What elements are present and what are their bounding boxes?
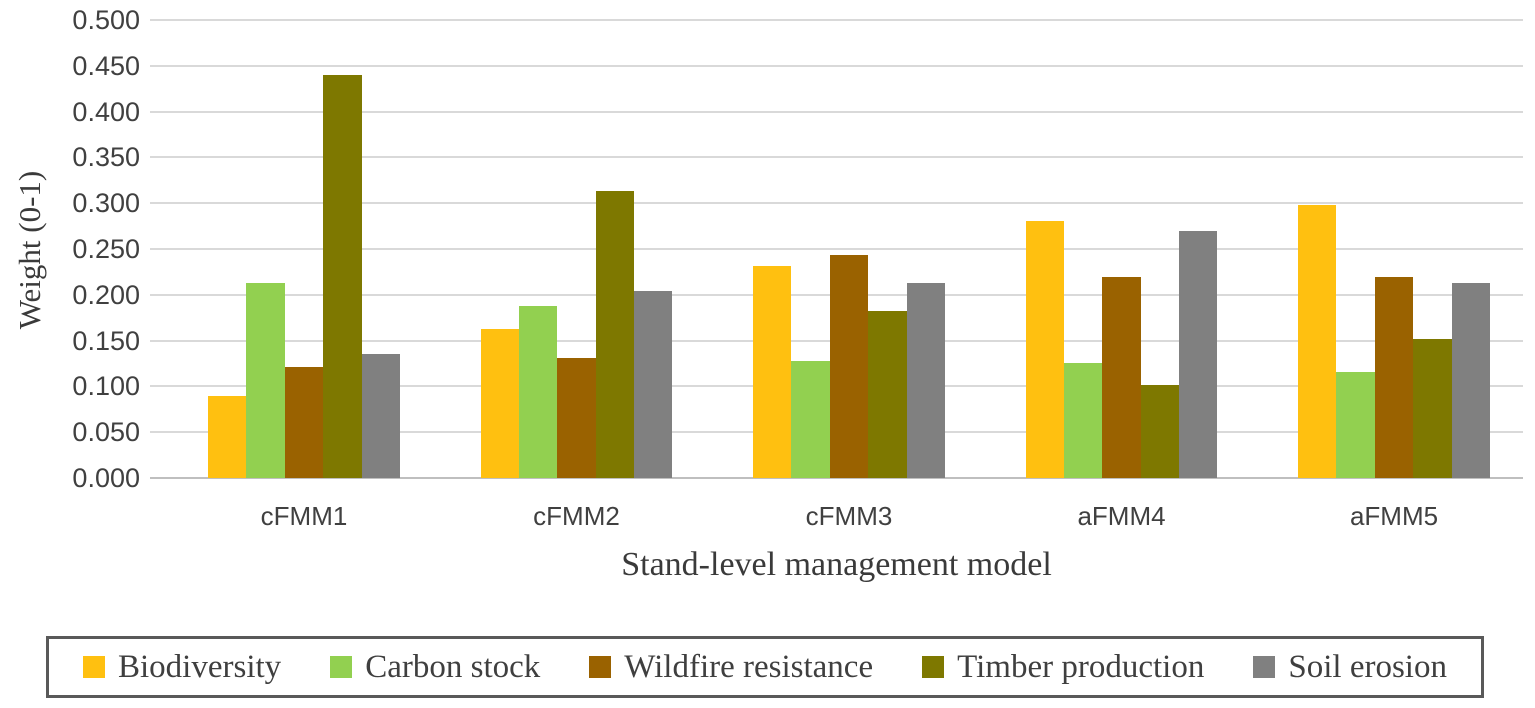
legend-item-wildfire-resistance: Wildfire resistance xyxy=(589,649,873,686)
gridline xyxy=(150,202,1523,205)
gridline xyxy=(150,110,1523,113)
bar-timber-production xyxy=(868,311,907,478)
bar-wildfire-resistance xyxy=(1102,277,1141,478)
legend: Biodiversity Carbon stock Wildfire resista… xyxy=(46,636,1484,698)
bar-timber-production xyxy=(595,191,635,478)
y-tick-label: 0.250 xyxy=(72,234,140,264)
bar-biodiversity xyxy=(480,328,519,478)
bar-wildfire-resistance xyxy=(557,358,596,478)
y-tick-label: 0.100 xyxy=(72,371,140,402)
y-tick-label: 0.150 xyxy=(72,325,140,356)
y-tick-label: 0.200 xyxy=(72,279,140,310)
bar-carbon-stock xyxy=(246,282,285,478)
legend-item-timber-production: Timber production xyxy=(922,649,1204,686)
legend-label: Soil erosion xyxy=(1288,648,1447,685)
bar-soil-erosion xyxy=(361,354,400,478)
legend-item-soil-erosion: Soil erosion xyxy=(1253,649,1447,686)
bar-group-cFMM2 xyxy=(480,20,673,478)
bar-carbon-stock xyxy=(791,360,830,478)
bar-biodiversity xyxy=(208,396,247,478)
legend-label: Timber production xyxy=(957,648,1205,685)
bar-biodiversity xyxy=(1025,220,1064,478)
legend-swatch xyxy=(589,656,612,678)
bar-group-cFMM1 xyxy=(208,20,400,478)
legend-label: Wildfire resistance xyxy=(624,648,874,685)
bar-timber-production xyxy=(323,74,362,478)
legend-swatch xyxy=(922,656,945,678)
bar-biodiversity xyxy=(753,266,792,478)
bar-group-aFMM5 xyxy=(1298,20,1490,478)
bar-carbon-stock xyxy=(1063,362,1103,478)
x-axis-line xyxy=(150,477,1523,479)
bar-group-aFMM4 xyxy=(1025,20,1218,478)
y-tick-label: 0.350 xyxy=(72,142,140,173)
bar-wildfire-resistance xyxy=(284,367,324,478)
x-axis-title: Stand-level management model xyxy=(621,546,1052,583)
bar-wildfire-resistance xyxy=(1374,277,1414,478)
bar-timber-production xyxy=(1413,338,1452,478)
y-tick-label: 0.300 xyxy=(72,188,140,219)
x-tick-label: cFMM2 xyxy=(533,501,620,531)
x-tick-label: cFMM1 xyxy=(260,501,348,531)
legend-label: Biodiversity xyxy=(118,648,282,685)
legend-item-carbon-stock: Carbon stock xyxy=(330,649,540,686)
bar-soil-erosion xyxy=(1451,282,1490,478)
bar-timber-production xyxy=(1140,385,1180,478)
x-tick-label: aFMM4 xyxy=(1077,501,1166,531)
x-tick-label: cFMM3 xyxy=(805,501,893,531)
legend-label: Carbon stock xyxy=(365,648,541,685)
bar-carbon-stock xyxy=(1336,371,1375,478)
bar-biodiversity xyxy=(1298,205,1337,478)
gridline xyxy=(150,64,1523,67)
bar-soil-erosion xyxy=(906,282,945,478)
bar-carbon-stock xyxy=(518,305,558,478)
x-tick-label: aFMM5 xyxy=(1349,501,1439,531)
bar-wildfire-resistance xyxy=(829,254,869,478)
bar-soil-erosion xyxy=(1179,230,1218,478)
plot-area xyxy=(150,19,1523,479)
y-tick-label: 0.500 xyxy=(72,5,140,35)
gridline xyxy=(150,156,1523,159)
legend-swatch xyxy=(1253,656,1276,678)
y-tick-label: 0.450 xyxy=(72,50,140,81)
bar-soil-erosion xyxy=(634,291,673,478)
bar-group-cFMM3 xyxy=(753,20,945,478)
y-tick-label: 0.400 xyxy=(72,96,140,127)
legend-item-biodiversity: Biodiversity xyxy=(83,649,281,686)
gridline xyxy=(150,248,1523,250)
y-tick-label: 0.050 xyxy=(72,417,140,448)
legend-swatch xyxy=(330,656,353,678)
gridline xyxy=(150,19,1523,22)
legend-swatch xyxy=(83,656,105,678)
y-tick-label: 0.000 xyxy=(72,463,140,493)
